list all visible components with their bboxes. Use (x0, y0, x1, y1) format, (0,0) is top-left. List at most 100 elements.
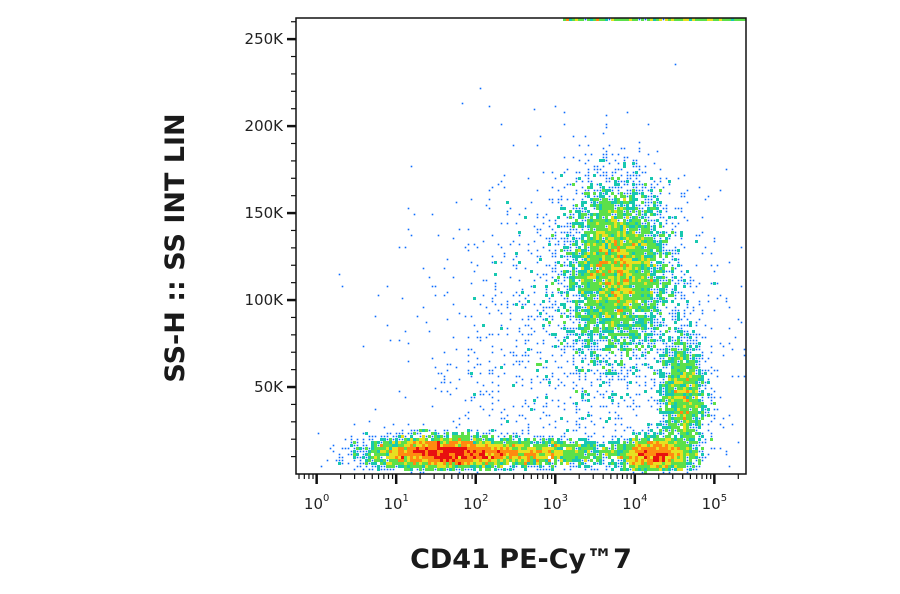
density-cell (704, 387, 707, 390)
density-cell (623, 240, 626, 243)
density-cell (623, 309, 626, 312)
density-cell (410, 438, 413, 441)
density-cell (470, 435, 473, 438)
density-cell (515, 360, 518, 363)
density-cell (605, 18, 608, 21)
density-cell (611, 324, 614, 327)
density-cell (539, 234, 542, 237)
density-cell (563, 444, 566, 447)
density-cell (674, 291, 677, 294)
density-cell (422, 468, 425, 471)
density-cell (455, 366, 458, 369)
density-cell (686, 330, 689, 333)
density-cell (605, 372, 608, 375)
density-cell (659, 429, 662, 432)
density-cell (686, 363, 689, 366)
density-cell (662, 354, 665, 357)
density-cell (614, 369, 617, 372)
density-cell (482, 441, 485, 444)
density-cell (665, 330, 668, 333)
density-cell (431, 285, 434, 288)
density-cell (680, 399, 683, 402)
density-cell (653, 252, 656, 255)
density-cell (695, 468, 698, 471)
density-cell (644, 258, 647, 261)
density-cell (650, 237, 653, 240)
density-cell (686, 387, 689, 390)
density-cell (701, 375, 704, 378)
density-cell (512, 438, 515, 441)
density-cell (689, 321, 692, 324)
density-cell (689, 375, 692, 378)
density-cell (584, 456, 587, 459)
density-cell (587, 339, 590, 342)
density-cell (569, 213, 572, 216)
density-cell (428, 444, 431, 447)
density-cell (437, 447, 440, 450)
density-cell (614, 204, 617, 207)
density-cell (524, 447, 527, 450)
density-cell (536, 216, 539, 219)
density-cell (689, 363, 692, 366)
density-cell (455, 462, 458, 465)
density-cell (470, 396, 473, 399)
density-cell (470, 456, 473, 459)
density-cell (494, 366, 497, 369)
density-cell (662, 447, 665, 450)
density-cell (584, 234, 587, 237)
density-cell (617, 291, 620, 294)
density-cell (617, 189, 620, 192)
density-cell (698, 234, 701, 237)
density-cell (503, 462, 506, 465)
density-cell (548, 243, 551, 246)
density-cell (404, 456, 407, 459)
density-cell (440, 450, 443, 453)
density-cell (479, 456, 482, 459)
density-cell (653, 207, 656, 210)
density-cell (581, 225, 584, 228)
density-cell (422, 465, 425, 468)
density-cell (557, 324, 560, 327)
density-cell (680, 210, 683, 213)
density-cell (533, 318, 536, 321)
density-cell (665, 423, 668, 426)
density-cell (419, 432, 422, 435)
density-cell (542, 426, 545, 429)
density-cell (581, 318, 584, 321)
density-cell (569, 444, 572, 447)
density-cell (620, 264, 623, 267)
density-cell (563, 351, 566, 354)
density-cell (692, 450, 695, 453)
density-cell (668, 192, 671, 195)
density-cell (650, 387, 653, 390)
density-cell (503, 174, 506, 177)
density-cell (641, 330, 644, 333)
density-cell (581, 357, 584, 360)
density-cell (692, 369, 695, 372)
density-cell (701, 381, 704, 384)
density-cell (689, 447, 692, 450)
density-cell (368, 438, 371, 441)
density-cell (683, 438, 686, 441)
density-cell (650, 294, 653, 297)
density-cell (689, 372, 692, 375)
density-cell (527, 249, 530, 252)
density-cell (620, 450, 623, 453)
density-cell (719, 396, 722, 399)
density-cell (641, 207, 644, 210)
density-cell (500, 438, 503, 441)
density-cell (656, 438, 659, 441)
density-cell (422, 306, 425, 309)
density-cell (710, 396, 713, 399)
density-cell (626, 219, 629, 222)
density-cell (638, 456, 641, 459)
density-cell (596, 231, 599, 234)
density-cell (581, 282, 584, 285)
density-cell (626, 273, 629, 276)
density-cell (440, 435, 443, 438)
density-cell (584, 447, 587, 450)
density-cell (689, 462, 692, 465)
density-cell (518, 444, 521, 447)
density-cell (593, 423, 596, 426)
density-cell (473, 462, 476, 465)
